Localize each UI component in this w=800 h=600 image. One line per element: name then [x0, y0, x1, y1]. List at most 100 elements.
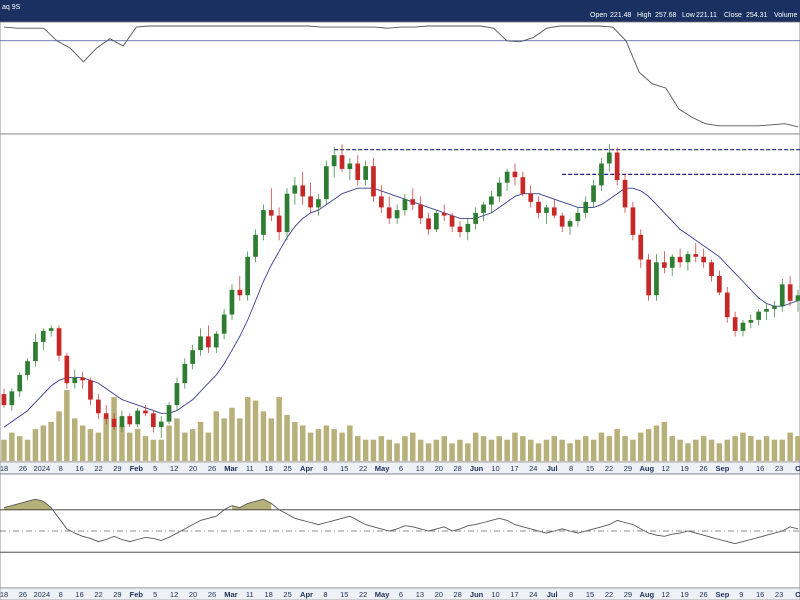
- bottom-axis-tick-label: 9: [739, 590, 743, 599]
- date-axis-tick-label: 17: [510, 464, 518, 473]
- candle-body: [355, 163, 361, 180]
- bottom-axis-tick-label: 26: [208, 590, 216, 599]
- price-panel-frame: [0, 133, 800, 463]
- date-axis-tick-label: Jun: [470, 464, 484, 473]
- volume-bar: [64, 390, 70, 461]
- candle-body: [434, 212, 439, 230]
- volume-bar: [339, 432, 345, 461]
- candle-body: [261, 210, 266, 235]
- volume-bar: [150, 439, 157, 461]
- candle-body: [143, 410, 148, 414]
- candle-body: [654, 262, 659, 296]
- bottom-axis-tick-label: 2024: [33, 590, 50, 599]
- volume-bar: [119, 425, 125, 461]
- candle-body: [732, 317, 738, 331]
- date-axis-tick-label: 18: [0, 464, 8, 473]
- date-axis-tick-label: 26: [208, 464, 216, 473]
- candle-body: [638, 234, 644, 260]
- volume-bar: [87, 429, 94, 461]
- volume-bar: [245, 397, 251, 461]
- volume-bar: [685, 443, 691, 462]
- candle-body: [379, 196, 384, 208]
- date-axis-tick-label: 15: [586, 464, 594, 473]
- volume-label: Volume: [774, 12, 797, 19]
- volume-bar: [331, 429, 337, 461]
- volume-bar: [496, 436, 502, 461]
- candle-body: [457, 226, 463, 233]
- volume-bar: [79, 425, 86, 461]
- bottom-axis-tick-label: 20: [189, 590, 197, 599]
- date-axis-tick-label: 20: [435, 464, 443, 473]
- candle-body: [206, 336, 211, 348]
- volume-bar: [307, 432, 314, 461]
- date-axis-tick-label: 16: [75, 464, 83, 473]
- candle-body: [135, 410, 140, 425]
- volume-bar: [512, 432, 518, 461]
- candle-body: [88, 380, 93, 400]
- candle-body: [33, 341, 38, 362]
- volume-bar: [410, 432, 416, 461]
- volume-bar: [732, 436, 738, 461]
- candle-body: [119, 416, 125, 428]
- volume-bar: [300, 425, 306, 461]
- volume-bar: [583, 436, 589, 461]
- volume-bar: [221, 418, 227, 461]
- candle-body: [253, 234, 258, 257]
- candle-body: [158, 421, 164, 428]
- low-value: 221.11: [696, 12, 717, 19]
- date-axis-tick-label: 26: [19, 464, 27, 473]
- volume-bar: [315, 429, 322, 461]
- volume-bar: [472, 432, 479, 461]
- bottom-axis-tick-label: 8: [59, 590, 63, 599]
- overbought-fill: [232, 499, 272, 510]
- volume-bar: [417, 439, 424, 461]
- volume-bar: [268, 418, 274, 461]
- candle-body: [622, 179, 628, 208]
- volume-bar: [598, 432, 605, 461]
- bottom-axis-tick-label: 29: [113, 590, 121, 599]
- volume-bar: [693, 439, 699, 461]
- candle-body: [245, 256, 250, 296]
- candle-body: [151, 413, 156, 427]
- candle-body: [441, 212, 447, 216]
- candle-body: [64, 355, 70, 384]
- volume-bar: [465, 443, 471, 462]
- date-axis-bottom: 18 26 2024 8 16 22 29 Feb 5 12 20 26 Mar 11 18 25 Apr 8 15…: [0, 587, 800, 600]
- volume-bar: [237, 418, 243, 461]
- volume-bar: [677, 439, 683, 461]
- bottom-axis-tick-label: 8: [323, 590, 327, 599]
- volume-bar: [362, 439, 369, 461]
- volume-bar: [260, 411, 267, 461]
- candle-body: [779, 284, 785, 307]
- date-axis-tick-label: 9: [739, 464, 743, 473]
- date-axis-tick-label: 25: [283, 464, 291, 473]
- candle-body: [764, 309, 769, 312]
- bottom-axis-tick-label: Mar: [224, 590, 237, 599]
- candle-body: [748, 320, 754, 323]
- candle-body: [25, 361, 30, 375]
- candle-body: [213, 333, 219, 348]
- volume-bar: [488, 439, 495, 461]
- candle-body: [363, 166, 368, 180]
- candle-body: [717, 276, 722, 293]
- candle-body: [410, 199, 416, 205]
- volume-bar: [189, 429, 196, 461]
- bottom-axis-tick-label: 11: [246, 590, 254, 599]
- volume-bar: [748, 436, 754, 461]
- date-axis-tick-label: 22: [94, 464, 102, 473]
- volume-bar: [205, 432, 212, 461]
- date-axis-tick-label: Feb: [130, 464, 144, 473]
- candle-body: [575, 212, 581, 222]
- bottom-axis-tick-label: 25: [283, 590, 291, 599]
- volume-bar: [653, 425, 660, 461]
- candle-body: [103, 413, 109, 419]
- candle-body: [394, 210, 400, 219]
- date-axis-tick-label: 8: [59, 464, 63, 473]
- bottom-axis-tick-label: 12: [170, 590, 178, 599]
- bottom-axis-tick-label: 16: [75, 590, 83, 599]
- volume-bar: [543, 439, 550, 461]
- volume-bar: [638, 432, 644, 461]
- volume-bar: [355, 436, 361, 461]
- candle-body: [677, 256, 683, 263]
